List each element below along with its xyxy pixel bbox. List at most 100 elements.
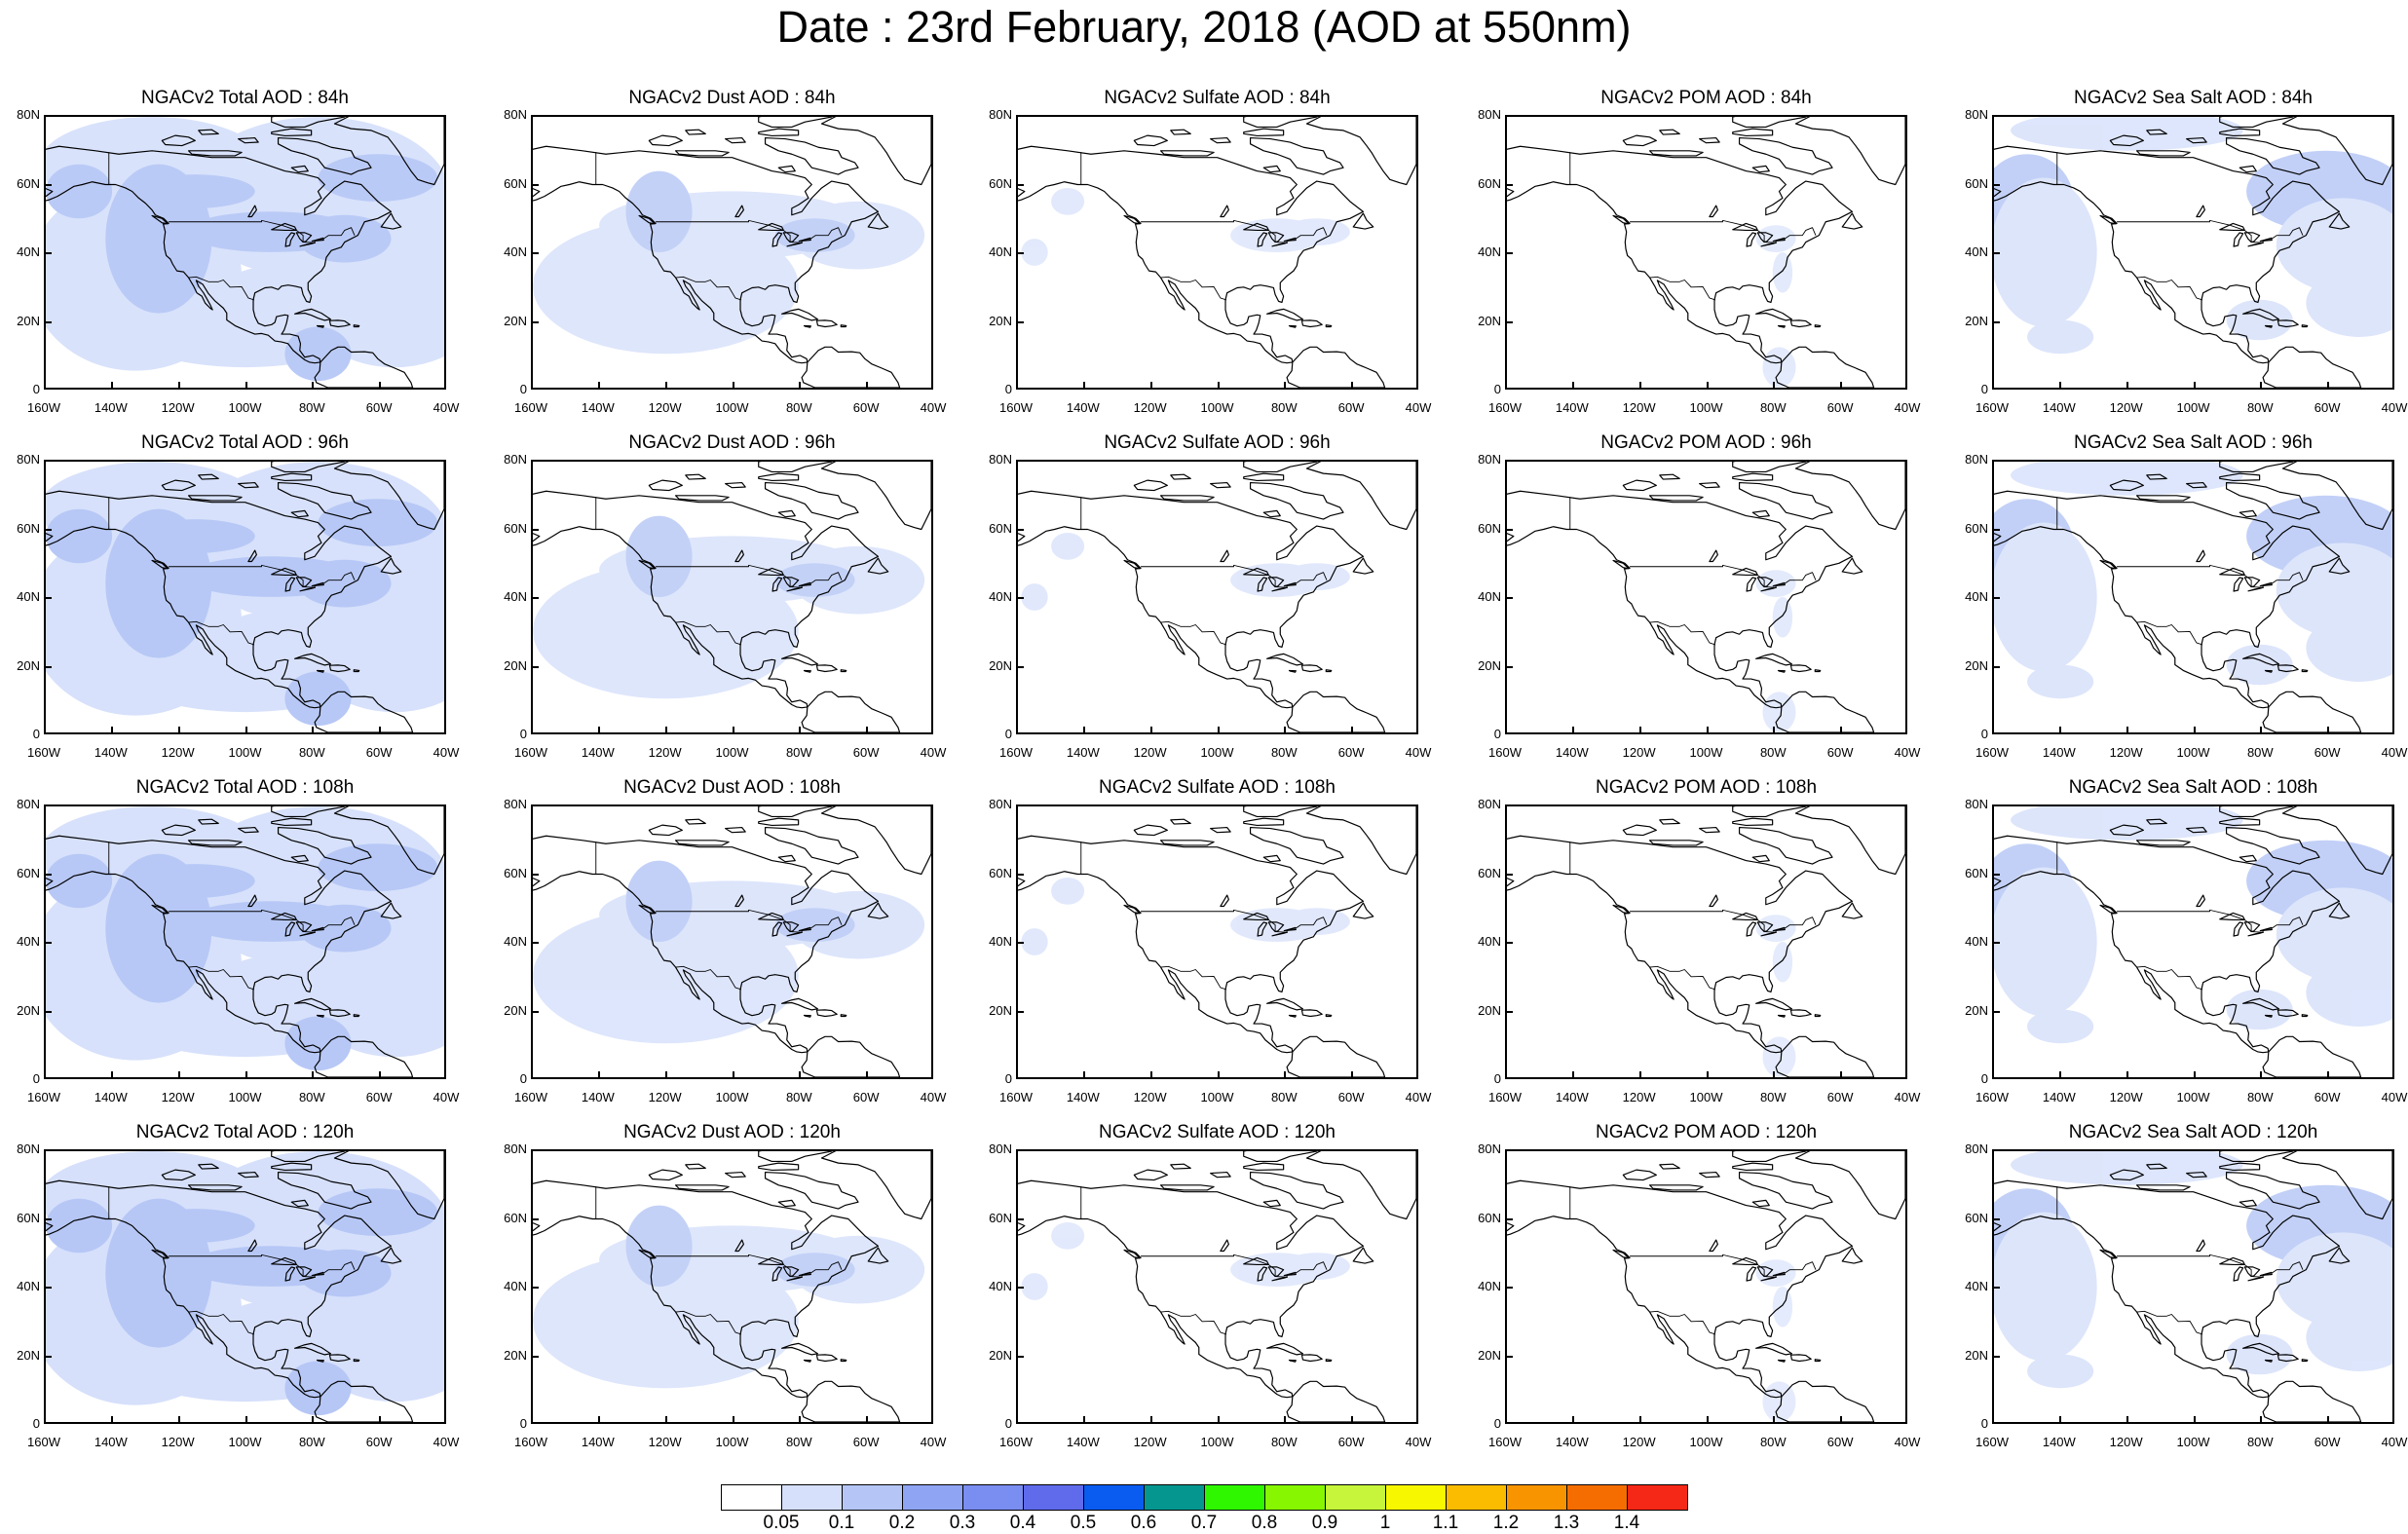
lon-tick-mark bbox=[1351, 727, 1354, 734]
border-line bbox=[169, 564, 356, 588]
coastline-nfl bbox=[380, 1247, 402, 1264]
lat-tick-label: 60N bbox=[989, 175, 1012, 191]
lon-tick-mark bbox=[1351, 382, 1354, 390]
lon-tick-label: 140W bbox=[581, 745, 615, 760]
colorbar-label: 1.3 bbox=[1553, 1513, 1580, 1533]
lat-tick-label: 20N bbox=[1965, 313, 1988, 328]
coastline-south bbox=[777, 165, 796, 173]
coastline-ell bbox=[1732, 462, 1807, 473]
lat-tick-label: 0 bbox=[32, 727, 40, 741]
aod-map bbox=[1994, 806, 2392, 1077]
lon-tick-mark bbox=[2392, 727, 2394, 734]
colorbar-swatch bbox=[1264, 1484, 1326, 1511]
lon-tick-label: 100W bbox=[2176, 1090, 2210, 1104]
coastline-sa bbox=[801, 1035, 901, 1077]
lat-tick-label: 40N bbox=[504, 934, 527, 949]
coastline-lmich bbox=[1257, 921, 1268, 937]
lon-tick-mark bbox=[379, 1416, 382, 1424]
coastline-lwinn bbox=[1220, 894, 1229, 908]
coastline-jam bbox=[2264, 1014, 2273, 1018]
coastline-gl bbox=[1305, 1151, 1416, 1220]
colorbar-swatch bbox=[1566, 1484, 1628, 1511]
aod-field-region bbox=[625, 1205, 693, 1287]
colorbar-label: 0.2 bbox=[888, 1513, 916, 1533]
border-line bbox=[2117, 564, 2304, 588]
coastline-hisp bbox=[1300, 664, 1323, 673]
lon-tick-mark bbox=[444, 727, 446, 734]
coastline-banks bbox=[1133, 134, 1168, 147]
coastline-vi bbox=[1612, 1249, 1630, 1259]
coastline-cuba bbox=[1755, 1342, 1793, 1356]
lon-tick-label: 160W bbox=[27, 1090, 60, 1104]
coastline-lont bbox=[798, 237, 811, 243]
lon-tick-mark bbox=[2126, 1416, 2128, 1424]
lon-tick-label: 80W bbox=[785, 1435, 812, 1449]
coastline-lwinn bbox=[2196, 1239, 2205, 1253]
lat-tick-mark bbox=[1505, 388, 1513, 390]
lat-tick-label: 80N bbox=[504, 1141, 527, 1156]
lon-tick-label: 40W bbox=[433, 1435, 460, 1449]
coastline-baffin bbox=[277, 136, 372, 175]
lat-tick-mark bbox=[1016, 942, 1024, 944]
coastline-cuba bbox=[1266, 1342, 1304, 1356]
lon-tick-mark bbox=[312, 1071, 315, 1079]
coastline-na bbox=[1994, 145, 2341, 364]
coastline-lhur bbox=[2243, 232, 2261, 243]
coastline-lsup bbox=[758, 1256, 784, 1266]
coastline-ell bbox=[2219, 462, 2294, 473]
panel-title: NGACv2 Dust AOD : 96h bbox=[628, 432, 836, 453]
colorbar-label: 1.4 bbox=[1613, 1513, 1640, 1533]
lon-tick-mark bbox=[732, 1416, 734, 1424]
colorbar-swatch bbox=[1385, 1484, 1447, 1511]
map-frame bbox=[1992, 804, 2394, 1079]
lat-tick-label: 80N bbox=[17, 107, 40, 122]
coastline-banks bbox=[1622, 824, 1657, 837]
coastline-dev bbox=[1732, 817, 1774, 827]
map-frame bbox=[44, 460, 446, 734]
aod-map bbox=[533, 462, 931, 732]
lat-tick-mark bbox=[44, 1010, 52, 1013]
aod-field-region bbox=[1762, 347, 1796, 388]
aod-field-region bbox=[2276, 1232, 2392, 1328]
aod-field-region bbox=[2011, 1151, 2243, 1185]
border-line bbox=[188, 1310, 255, 1335]
coastline-pwi bbox=[2186, 826, 2207, 834]
lat-tick-label: 40N bbox=[1965, 589, 1988, 604]
lon-tick-label: 40W bbox=[1894, 745, 1921, 760]
lat-tick-mark bbox=[44, 183, 52, 186]
lon-tick-label: 80W bbox=[2246, 400, 2274, 415]
lat-tick-mark bbox=[1992, 1077, 2000, 1079]
coastline-vi bbox=[1123, 1249, 1141, 1259]
coastline-vic bbox=[1159, 150, 1215, 157]
coastline-lsup bbox=[758, 912, 784, 921]
lat-tick-label: 60N bbox=[1965, 1210, 1988, 1225]
coastline-vic bbox=[674, 495, 730, 502]
aod-map bbox=[533, 806, 931, 1077]
lat-tick-label: 20N bbox=[504, 1002, 527, 1018]
coastline-hisp bbox=[2276, 1354, 2299, 1363]
lon-tick-label: 60W bbox=[1826, 1435, 1854, 1449]
coastline-ell bbox=[271, 117, 346, 129]
coastline-pwi bbox=[238, 826, 259, 834]
lat-tick-mark bbox=[1505, 597, 1513, 599]
lat-tick-mark bbox=[44, 320, 52, 323]
border-line bbox=[1160, 276, 1227, 301]
coastline-ell bbox=[2219, 1151, 2294, 1163]
coastline-sa bbox=[801, 346, 901, 388]
coastline-pr bbox=[840, 1014, 847, 1018]
lon-tick-label: 160W bbox=[1975, 745, 2009, 760]
lon-tick-label: 80W bbox=[1759, 400, 1787, 415]
coastline-cuba bbox=[2242, 997, 2280, 1011]
map-frame bbox=[1016, 115, 1418, 390]
coastline-vi bbox=[638, 1249, 656, 1259]
lon-tick-label: 40W bbox=[433, 400, 460, 415]
lat-tick-label: 80N bbox=[17, 452, 40, 467]
lon-tick-label: 80W bbox=[1270, 1090, 1298, 1104]
aod-field-region bbox=[1772, 252, 1793, 293]
lat-tick-label: 20N bbox=[1478, 313, 1501, 328]
map-frame bbox=[1992, 115, 2394, 390]
border-line bbox=[675, 620, 742, 646]
lon-tick-label: 160W bbox=[999, 745, 1033, 760]
panel-title: NGACv2 Total AOD : 96h bbox=[141, 432, 349, 453]
coastline-nfl bbox=[1841, 557, 1863, 575]
